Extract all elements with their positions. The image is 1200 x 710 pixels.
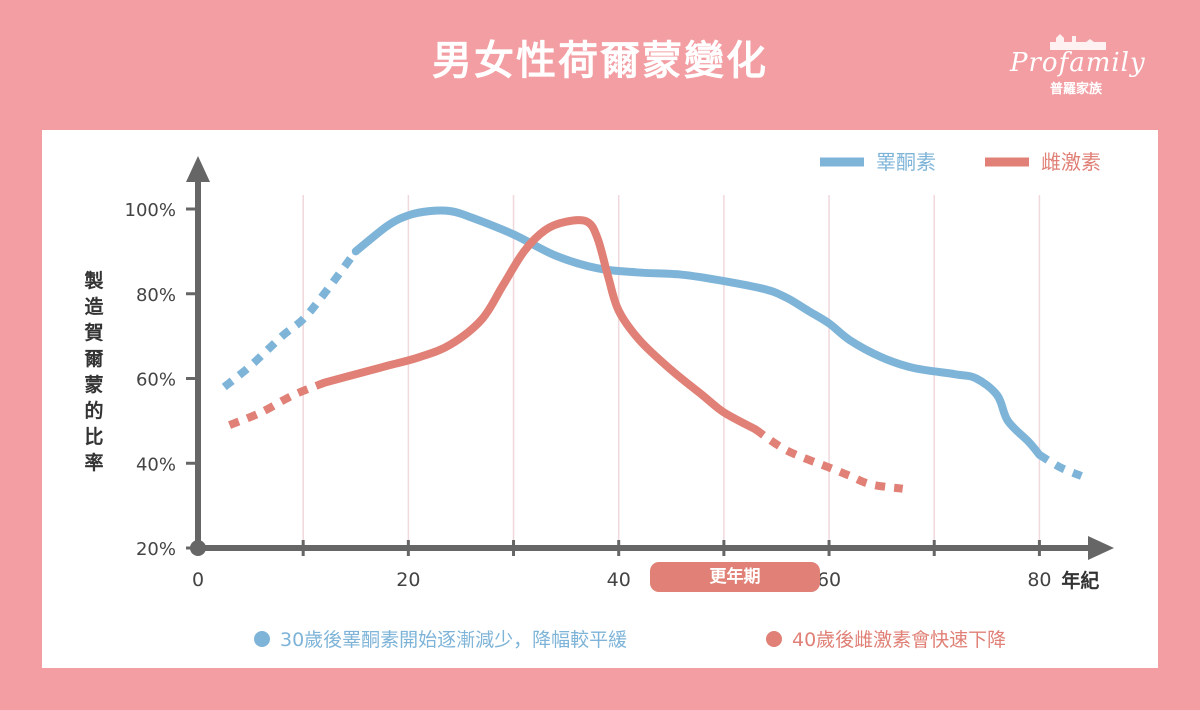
note-male: 30歲後睪酮素開始逐漸減少，降幅較平緩 — [254, 625, 627, 652]
note-male-text: 30歲後睪酮素開始逐漸減少，降幅較平緩 — [280, 629, 628, 651]
series-line-estrogen — [320, 216, 760, 434]
series-line-testosterone — [1037, 451, 1083, 480]
series-line-testosterone — [221, 248, 359, 391]
x-axis-label: 年紀 — [1061, 569, 1099, 592]
y-axis-arrow-icon — [186, 156, 210, 182]
series-line-testosterone — [351, 206, 1044, 459]
legend-label: 雌激素 — [1041, 150, 1101, 174]
x-tick-label: 0 — [192, 569, 204, 591]
y-tick-label: 20% — [136, 539, 176, 560]
female-bullet-icon — [766, 630, 782, 647]
castle-skyline-icon — [1050, 34, 1106, 50]
x-tick-label: 40 — [607, 569, 631, 591]
y-tick-label: 100% — [125, 200, 176, 221]
origin-dot — [190, 540, 206, 556]
series-line-estrogen — [753, 426, 904, 493]
y-tick-label: 40% — [136, 454, 176, 475]
y-axis-label: 製造賀爾蒙的比率 — [84, 270, 104, 474]
logo-chinese-text: 普羅家族 — [1050, 82, 1103, 97]
brand-logo: Profamily 普羅家族 — [1010, 30, 1160, 100]
y-tick-label: 80% — [136, 285, 176, 306]
note-female: 40歲後雌激素會快速下降 — [766, 625, 1006, 652]
x-tick-label: 60 — [817, 569, 841, 591]
x-axis-arrow-icon — [1088, 536, 1114, 560]
logo-script-text: Profamily — [1010, 48, 1146, 78]
chart-card — [42, 130, 1158, 668]
legend-label: 睪酮素 — [876, 150, 936, 174]
series-line-estrogen — [228, 379, 326, 429]
page-title: 男女性荷爾蒙變化 — [432, 38, 768, 84]
menopause-annotation: 更年期 — [650, 562, 820, 592]
y-tick-label: 60% — [136, 370, 176, 391]
male-bullet-icon — [254, 630, 270, 647]
note-female-text: 40歲後雌激素會快速下降 — [792, 629, 1007, 651]
x-tick-label: 80 — [1027, 569, 1051, 591]
x-tick-label: 20 — [396, 569, 420, 591]
